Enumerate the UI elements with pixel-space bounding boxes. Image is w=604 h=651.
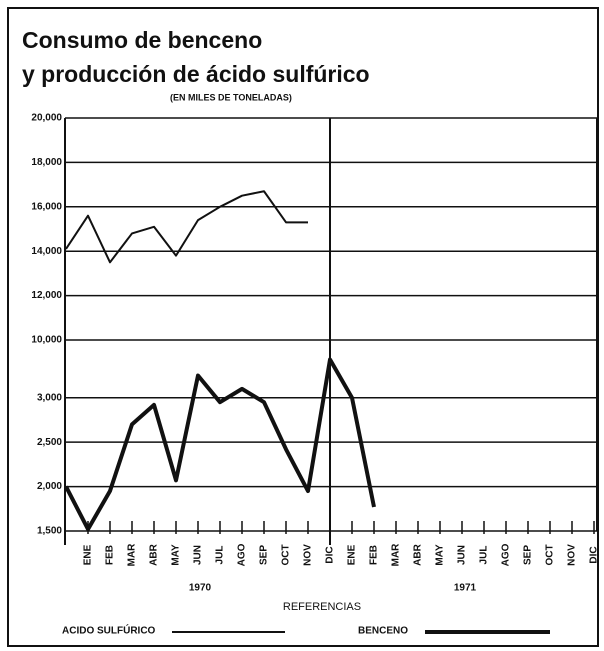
y-tick-label: 20,000 xyxy=(31,113,62,124)
x-tick-label: ABR xyxy=(149,543,160,565)
x-tick-label: JUL xyxy=(215,546,226,565)
year-label: 1970 xyxy=(189,583,212,594)
x-tick-label: SEP xyxy=(523,545,534,565)
series-line xyxy=(64,357,376,532)
x-tick-label: FEB xyxy=(105,545,116,565)
x-tick-label: ENE xyxy=(347,544,358,565)
x-tick-label: ENE xyxy=(83,544,94,565)
x-tick-label: JUL xyxy=(479,546,490,565)
unit-note: (EN MILES DE TONELADAS) xyxy=(170,92,292,102)
x-tick-label: MAR xyxy=(391,543,402,567)
y-tick-label: 18,000 xyxy=(31,157,62,168)
year-label: 1971 xyxy=(454,583,477,594)
legend-label: BENCENO xyxy=(358,626,408,637)
x-tick-label: MAR xyxy=(127,543,138,567)
x-tick-label: JUN xyxy=(193,545,204,565)
y-tick-label: 2,000 xyxy=(37,481,62,492)
x-tick-label: MAY xyxy=(171,544,182,566)
y-tick-label: 2,500 xyxy=(37,437,62,448)
x-tick-label: MAY xyxy=(435,544,446,566)
x-tick-label: NOV xyxy=(567,544,578,566)
y-tick-label: 10,000 xyxy=(31,335,62,346)
y-tick-label: 3,000 xyxy=(37,392,62,403)
y-tick-label: 14,000 xyxy=(31,246,62,257)
x-tick-label: AGO xyxy=(501,543,512,566)
chart-title: Consumo de benceno xyxy=(22,27,262,53)
x-tick-label: SEP xyxy=(259,545,270,565)
x-tick-label: DIC xyxy=(325,546,336,563)
x-tick-label: JUN xyxy=(457,545,468,565)
y-tick-label: 12,000 xyxy=(31,290,62,301)
legend-label: ACIDO SULFÚRICO xyxy=(62,624,156,637)
x-tick-label: OCT xyxy=(545,544,556,565)
chart-subtitle: y producción de ácido sulfúrico xyxy=(22,61,370,87)
x-tick-label: FEB xyxy=(369,545,380,565)
series-line xyxy=(65,190,308,264)
x-tick-label: NOV xyxy=(303,544,314,566)
x-tick-label: AGO xyxy=(237,543,248,566)
x-tick-label: ABR xyxy=(413,543,424,565)
legend-title: REFERENCIAS xyxy=(283,601,361,613)
x-tick-label: DIC xyxy=(589,546,600,563)
x-tick-label: OCT xyxy=(281,544,292,565)
y-tick-label: 1,500 xyxy=(37,526,62,537)
y-tick-label: 16,000 xyxy=(31,201,62,212)
